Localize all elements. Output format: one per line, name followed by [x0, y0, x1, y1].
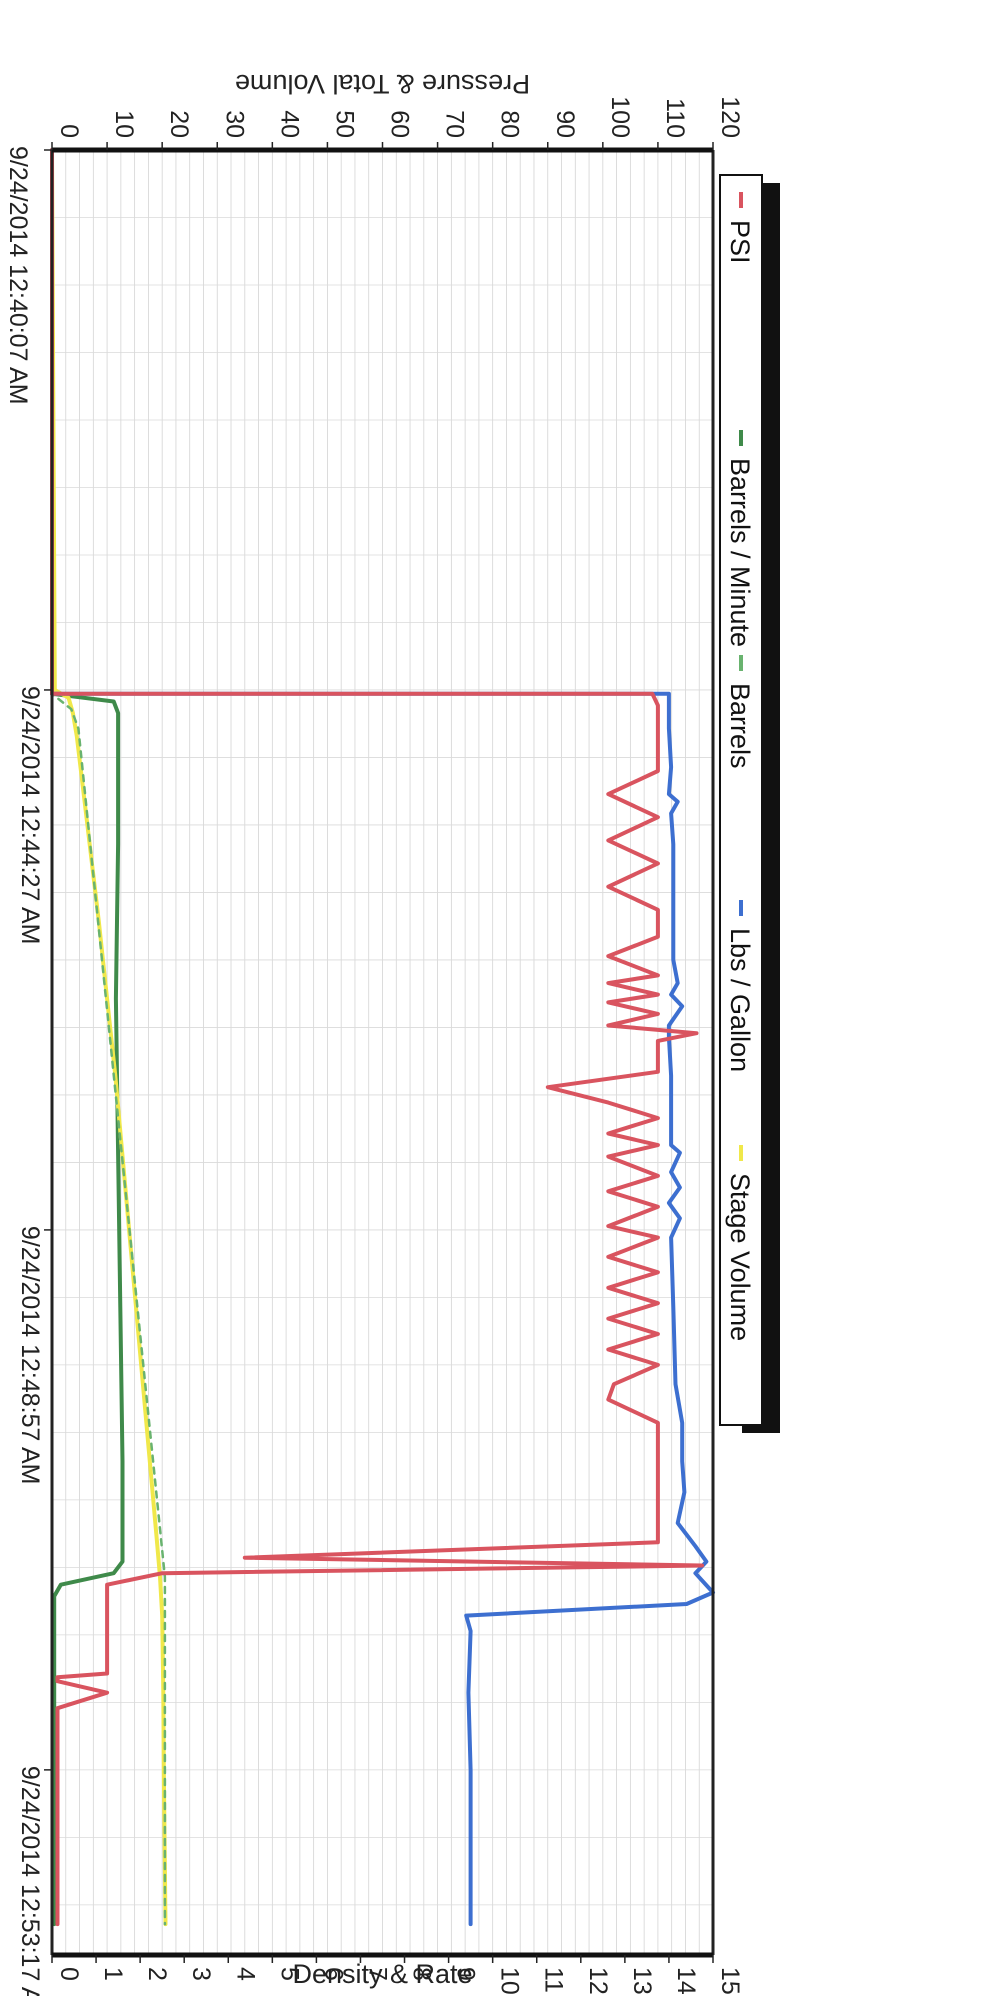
right-axis-tick-label: 12 — [584, 1967, 612, 1995]
left-axis-tick-label: 30 — [220, 110, 248, 138]
left-axis-tick-label: 0 — [55, 124, 83, 138]
time-axis-tick-label: 9/24/2014 12:40:07 AM — [4, 146, 32, 405]
left-axis-tick-label: 100 — [606, 96, 634, 138]
left-axis-tick-label: 10 — [110, 110, 138, 138]
series-psi — [50, 148, 704, 1927]
right-axis-tick-label: 2 — [143, 1967, 171, 1981]
right-axis-tick-label: 6 — [319, 1967, 347, 1981]
right-axis-tick-label: 3 — [187, 1967, 215, 1981]
series-stage-volume — [50, 148, 168, 1927]
right-axis-tick-label: 7 — [363, 1967, 391, 1981]
left-axis-tick-label: 90 — [551, 110, 579, 138]
right-axis-tick-label: 11 — [540, 1967, 568, 1993]
legend-label: PSI — [725, 220, 755, 264]
series-lbs-gallon — [50, 148, 715, 1927]
left-axis-tick-label: 120 — [716, 96, 744, 138]
data-series — [50, 148, 715, 1927]
left-axis-ticks: 0 10 20 30 40 50 60 70 80 90 100 110 120 — [51, 96, 744, 150]
grid-lines — [51, 149, 714, 1955]
right-axis-tick-label: 5 — [275, 1967, 303, 1981]
legend: PSI Barrels / Minute Barrels Lbs / Gallon St… — [719, 174, 780, 1433]
right-axis-tick-label: 13 — [628, 1967, 656, 1995]
series-barrels — [50, 148, 167, 1926]
legend-label: Barrels — [725, 683, 755, 769]
time-axis-tick-label: 9/24/2014 12:53:17 AM — [16, 1766, 44, 1996]
right-axis-tick-label: 1 — [99, 1967, 127, 1981]
left-axis-tick-label: 70 — [441, 110, 469, 138]
right-axis-tick-label: 0 — [55, 1967, 83, 1981]
axis-titles: Pressure & Total Volume Density & Rate — [235, 69, 530, 1989]
right-axis-tick-label: 8 — [408, 1967, 436, 1981]
time-axis-tick-label: 9/24/2014 12:48:57 AM — [16, 1226, 44, 1485]
right-axis-title: Density & Rate — [292, 1959, 472, 1989]
left-axis-tick-label: 50 — [330, 110, 358, 138]
legend-label: Barrels / Minute — [725, 458, 755, 647]
left-axis-tick-label: 20 — [165, 110, 193, 138]
right-axis-ticks: 0 1 2 3 4 5 6 7 8 9 10 11 12 13 14 15 — [51, 1955, 744, 1995]
time-axis-ticks: 9/24/2014 12:40:07 AM 9/24/2014 12:44:27 … — [4, 146, 52, 1996]
left-axis-tick-label: 40 — [275, 110, 303, 138]
legend-label: Stage Volume — [725, 1173, 755, 1341]
time-axis-tick-label: 9/24/2014 12:44:27 AM — [16, 686, 44, 945]
right-axis-tick-label: 15 — [716, 1967, 744, 1995]
right-axis-tick-label: 4 — [231, 1967, 259, 1981]
right-axis-tick-label: 14 — [672, 1967, 700, 1995]
left-axis-tick-label: 60 — [386, 110, 414, 138]
right-axis-tick-label: 10 — [496, 1967, 524, 1995]
left-axis-title: Pressure & Total Volume — [235, 69, 530, 99]
legend-label: Lbs / Gallon — [725, 928, 755, 1072]
left-axis-tick-label: 110 — [661, 98, 689, 138]
left-axis-tick-label: 80 — [496, 110, 524, 138]
series-barrels-minute — [50, 148, 125, 1927]
legend-box — [719, 174, 763, 1426]
right-axis-tick-label: 9 — [452, 1967, 480, 1981]
